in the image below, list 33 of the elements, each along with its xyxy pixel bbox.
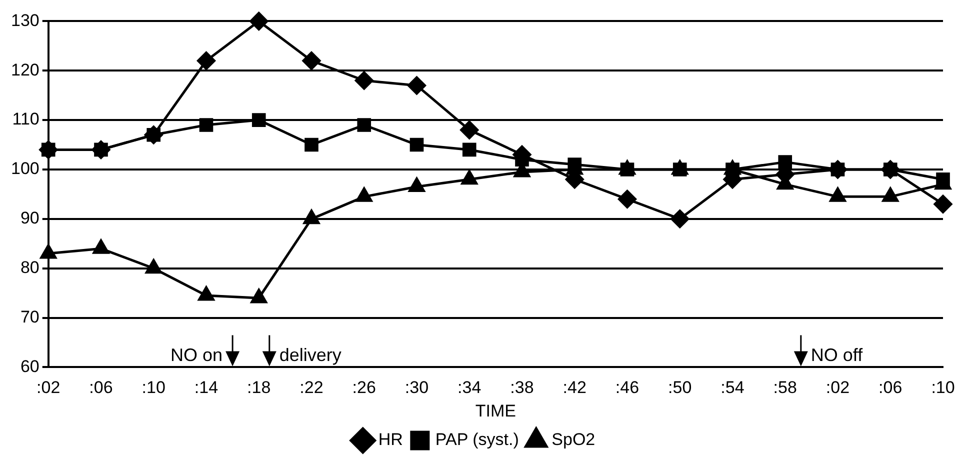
x-tick-label: :18 — [247, 378, 271, 398]
y-tick-label: 100 — [10, 159, 40, 178]
x-tick-label: :10 — [142, 378, 166, 398]
y-tick-label: 70 — [20, 307, 40, 326]
x-tick-label: :06 — [878, 378, 902, 398]
x-tick-label: :06 — [89, 378, 113, 398]
x-tick-label: :38 — [510, 378, 534, 398]
legend-label: SpO2 — [552, 430, 596, 450]
x-tick-label: :22 — [300, 378, 324, 398]
x-tick-label: :02 — [826, 378, 850, 398]
y-tick-label: 60 — [20, 356, 40, 376]
x-tick-label: :42 — [562, 378, 586, 398]
y-tick-label: 90 — [20, 208, 40, 228]
annotation: NO off — [810, 345, 864, 366]
x-tick-label: :54 — [720, 378, 744, 398]
legend-label: HR — [378, 430, 403, 450]
y-tick-label: 130 — [10, 10, 40, 30]
annotation: delivery — [279, 345, 342, 366]
x-tick-label: :10 — [931, 378, 955, 398]
x-tick-label: :50 — [668, 378, 692, 398]
x-tick-label: :26 — [352, 378, 376, 398]
x-tick-label: :02 — [36, 378, 60, 398]
x-tick-label: :14 — [194, 378, 218, 398]
y-tick-label: 80 — [20, 258, 40, 278]
legend-label: PAP (syst.) — [435, 430, 519, 450]
x-tick-label: :34 — [458, 378, 482, 398]
x-tick-label: :46 — [615, 378, 640, 398]
x-tick-label: :30 — [404, 378, 429, 398]
annotation: NO on — [170, 345, 223, 366]
y-tick-label: 110 — [12, 110, 40, 129]
x-tick-label: :58 — [773, 378, 797, 398]
y-tick-label: 120 — [10, 60, 40, 80]
x-axis-title: TIME — [475, 401, 516, 420]
